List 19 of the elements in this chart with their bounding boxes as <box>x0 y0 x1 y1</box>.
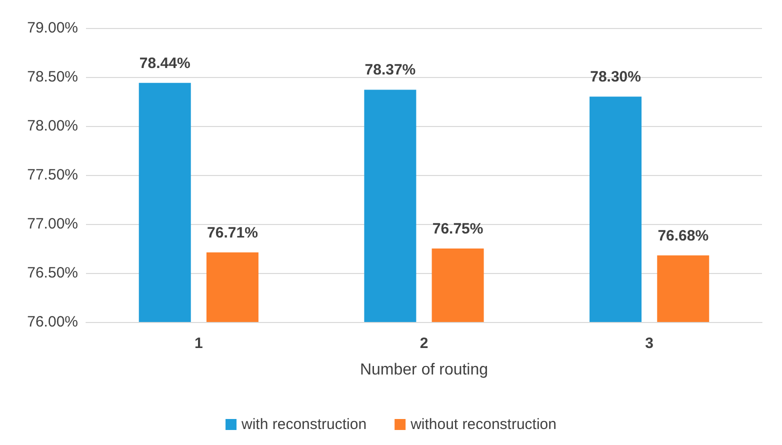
x-tick-label: 3 <box>645 335 654 352</box>
y-tick-label: 78.00% <box>27 118 78 134</box>
y-tick-label: 77.50% <box>27 166 78 184</box>
y-tick-label: 79.00% <box>27 20 78 36</box>
data-label: 76.71% <box>207 224 258 242</box>
data-label: 78.30% <box>590 68 641 86</box>
y-tick-label: 76.00% <box>27 314 78 330</box>
y-tick-label: 76.50% <box>27 264 78 282</box>
data-label: 78.37% <box>364 62 416 79</box>
data-label: 76.68% <box>658 227 709 244</box>
x-tick-label: 1 <box>194 335 203 352</box>
data-label: 76.75% <box>432 220 484 238</box>
legend-label: without reconstruction <box>410 416 556 433</box>
y-tick-label: 78.50% <box>27 68 78 86</box>
data-label: 78.44% <box>139 54 190 72</box>
y-tick-label: 77.00% <box>27 216 78 232</box>
x-tick-label: 2 <box>420 335 428 352</box>
x-axis-title: Number of routing <box>360 362 488 378</box>
legend-label: with reconstruction <box>240 416 367 433</box>
